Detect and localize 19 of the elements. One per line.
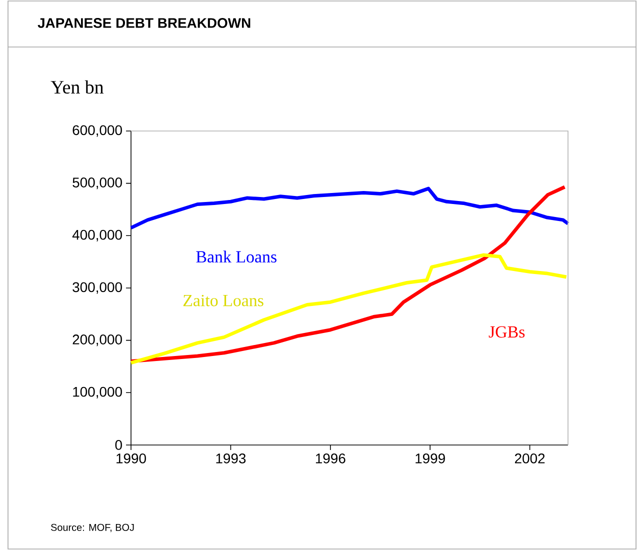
- x-tick-label: 1990: [116, 453, 146, 464]
- text: JGBs: [488, 326, 525, 338]
- y-tick-label: 300,000: [72, 282, 122, 294]
- y-axis-title: Yen bn: [50, 80, 104, 94]
- series-label: Zaito Loans: [183, 294, 264, 306]
- y-tick-label: 400,000: [72, 230, 122, 242]
- y-tick-label: 600,000: [72, 125, 122, 137]
- x-tick-label: 1993: [216, 453, 246, 464]
- y-tick-label: 200,000: [72, 334, 122, 346]
- text: Bank Loans: [196, 250, 276, 263]
- x-tick-label: 1996: [316, 453, 346, 464]
- line-series: [129, 185, 566, 364]
- y-tick-label: 500,000: [72, 178, 122, 190]
- y-tick-label: 100,000: [73, 386, 122, 398]
- source-note: Source: MOF, BOJ: [50, 524, 134, 532]
- y-tick-label: 0: [115, 440, 122, 450]
- chart-title: JAPANESE DEBT BREAKDOWN: [38, 18, 250, 28]
- x-tick-label: 1999: [416, 453, 445, 464]
- x-tick-label: 2002: [514, 453, 545, 464]
